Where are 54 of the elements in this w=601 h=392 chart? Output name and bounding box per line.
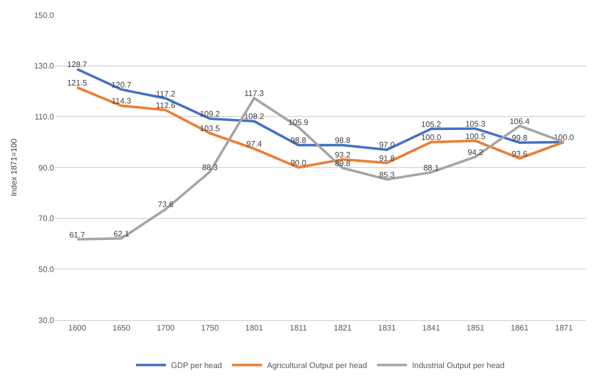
x-tick-label: 1600 (68, 324, 87, 333)
x-tick-label: 1700 (156, 324, 176, 333)
data-label: 97.0 (379, 140, 396, 150)
data-label: 121.5 (67, 78, 88, 88)
x-tick-label: 1861 (510, 324, 530, 333)
y-tick-label: 90.0 (38, 163, 55, 172)
data-label: 128.7 (67, 60, 88, 70)
data-label: 105.3 (465, 120, 486, 129)
x-tick-label: 1871 (554, 324, 574, 333)
data-label: 99.8 (512, 134, 528, 143)
y-tick-label: 110.0 (34, 112, 55, 122)
x-tick-label: 1650 (112, 324, 131, 333)
legend-label: Agricultural Output per head (267, 361, 368, 370)
data-label: 100.5 (465, 132, 486, 141)
data-label: 98.8 (334, 136, 351, 146)
legend-label: GDP per head (171, 361, 222, 370)
x-tick-label: 1750 (200, 324, 220, 333)
data-label: 97.4 (246, 140, 262, 149)
data-label: 100.0 (421, 133, 442, 142)
data-label: 114.3 (112, 96, 132, 106)
x-tick-label: 1841 (422, 324, 441, 333)
x-tick-label: 1811 (290, 324, 308, 333)
y-tick-label: 70.0 (38, 214, 55, 224)
y-tick-label: 50.0 (38, 264, 55, 274)
x-tick-label: 1831 (378, 324, 396, 333)
x-tick-label: 1851 (466, 324, 485, 333)
data-label: 108.2 (244, 112, 265, 122)
x-tick-label: 1801 (245, 324, 264, 333)
legend-label: Industrial Output per head (412, 361, 505, 370)
data-label: 106.4 (510, 116, 530, 126)
data-label: 61.7 (69, 230, 86, 240)
y-axis-title: Index 1871=100 (10, 138, 19, 196)
y-tick-label: 150.0 (34, 10, 55, 20)
data-label: 88.1 (423, 163, 440, 172)
data-label: 73.6 (158, 200, 174, 210)
data-label: 88.3 (202, 162, 218, 172)
y-tick-label: 130.0 (34, 62, 55, 71)
data-label: 105.9 (288, 118, 309, 128)
data-label: 120.7 (111, 80, 132, 90)
data-label: 85.3 (379, 170, 396, 180)
data-label: 62.1 (114, 229, 130, 238)
data-label: 117.3 (244, 89, 264, 98)
data-label: 89.8 (334, 159, 351, 168)
data-label: 93.2 (334, 150, 351, 160)
y-tick-label: 30.0 (38, 316, 55, 325)
data-label: 94.2 (468, 148, 484, 157)
data-label: 90.0 (290, 158, 307, 168)
x-tick-label: 1821 (334, 324, 352, 333)
data-label: 109.2 (200, 110, 220, 119)
data-label: 112.6 (156, 101, 176, 110)
data-label: 91.8 (379, 154, 396, 163)
data-label: 98.8 (290, 136, 307, 146)
data-label: 105.2 (421, 120, 442, 129)
data-label: 117.2 (156, 89, 176, 98)
